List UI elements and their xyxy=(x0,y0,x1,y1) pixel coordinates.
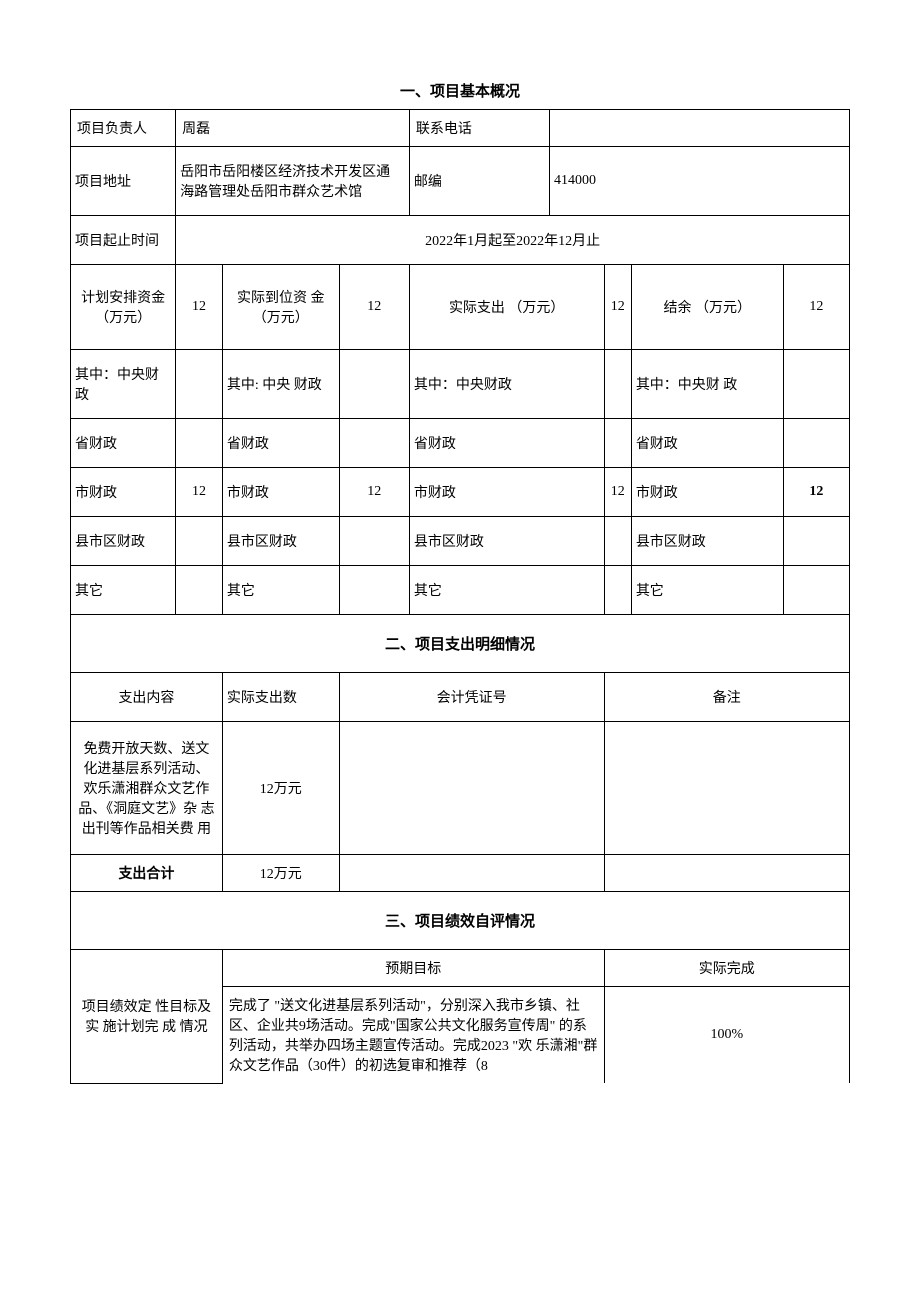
s2-total-amount: 12万元 xyxy=(222,855,339,892)
balance-value: 12 xyxy=(783,265,849,350)
table-row: 支出合计 12万元 xyxy=(71,855,850,892)
county-l4: 县市区财政 xyxy=(631,517,783,566)
s2-total-note xyxy=(604,855,849,892)
county-l1: 县市区财政 xyxy=(71,517,176,566)
section1-title: 一、项目基本概况 xyxy=(70,80,850,101)
table-row: 支出内容 实际支出数 会计凭证号 备注 xyxy=(71,673,850,722)
s3-actual-header: 实际完成 xyxy=(604,950,849,987)
leader-label: 项目负责人 xyxy=(71,110,176,147)
s3-side-label: 项目绩效定 性目标及实 施计划完 成 情况 xyxy=(71,950,223,1084)
table-row: 省财政 省财政 省财政 省财政 xyxy=(71,419,850,468)
city-l1: 市财政 xyxy=(71,468,176,517)
section2-title: 二、项目支出明细情况 xyxy=(71,615,850,673)
leader-value: 周磊 xyxy=(176,110,410,147)
main-table: 项目负责人 周磊 联系电话 项目地址 岳阳市岳阳楼区经济技术开发区通 海路管理处… xyxy=(70,109,850,1084)
county-v4 xyxy=(783,517,849,566)
s2-total-voucher xyxy=(339,855,604,892)
central-l4: 其中：中央财 政 xyxy=(631,350,783,419)
s2-h3: 会计凭证号 xyxy=(339,673,604,722)
prov-v4 xyxy=(783,419,849,468)
arrived-label: 实际到位资 金 （万元） xyxy=(222,265,339,350)
s2-h2: 实际支出数 xyxy=(222,673,339,722)
county-v2 xyxy=(339,517,409,566)
other-l2: 其它 xyxy=(222,566,339,615)
balance-label: 结余 （万元） xyxy=(631,265,783,350)
table-row: 项目地址 岳阳市岳阳楼区经济技术开发区通 海路管理处岳阳市群众艺术馆 邮编 41… xyxy=(71,147,850,216)
other-l1: 其它 xyxy=(71,566,176,615)
s3-actual-value: 100% xyxy=(604,987,849,1084)
prov-l3: 省财政 xyxy=(409,419,604,468)
other-v4 xyxy=(783,566,849,615)
prov-l1: 省财政 xyxy=(71,419,176,468)
s2-h1: 支出内容 xyxy=(71,673,223,722)
prov-v3 xyxy=(604,419,631,468)
duration-value: 2022年1月起至2022年12月止 xyxy=(176,216,850,265)
table-row: 项目起止时间 2022年1月起至2022年12月止 xyxy=(71,216,850,265)
section3-title: 三、项目绩效自评情况 xyxy=(71,892,850,950)
zip-label: 邮编 xyxy=(409,147,549,216)
phone-value xyxy=(550,110,850,147)
section3-title-row: 三、项目绩效自评情况 xyxy=(71,892,850,950)
city-v4: 12 xyxy=(783,468,849,517)
city-l4: 市财政 xyxy=(631,468,783,517)
central-l3: 其中：中央财政 xyxy=(409,350,604,419)
other-l4: 其它 xyxy=(631,566,783,615)
address-label: 项目地址 xyxy=(71,147,176,216)
s2-content: 免费开放天数、送文 化进基层系列活动、 欢乐潇湘群众文艺作 品、《洞庭文艺》杂 … xyxy=(71,722,223,855)
table-row: 免费开放天数、送文 化进基层系列活动、 欢乐潇湘群众文艺作 品、《洞庭文艺》杂 … xyxy=(71,722,850,855)
prov-v1 xyxy=(176,419,223,468)
table-row: 县市区财政 县市区财政 县市区财政 县市区财政 xyxy=(71,517,850,566)
s3-expected-header: 预期目标 xyxy=(222,950,604,987)
city-l2: 市财政 xyxy=(222,468,339,517)
s3-expected-value: 完成了 "送文化进基层系列活动"，分别深入我市乡镇、社区、企业共9场活动。完成"… xyxy=(222,987,604,1084)
table-row: 计划安排资金 （万元） 12 实际到位资 金 （万元） 12 实际支出 （万元）… xyxy=(71,265,850,350)
table-row: 其它 其它 其它 其它 xyxy=(71,566,850,615)
city-v1: 12 xyxy=(176,468,223,517)
spent-label: 实际支出 （万元） xyxy=(409,265,604,350)
s2-h4: 备注 xyxy=(604,673,849,722)
spent-value: 12 xyxy=(604,265,631,350)
arrived-value: 12 xyxy=(339,265,409,350)
central-v3 xyxy=(604,350,631,419)
duration-label: 项目起止时间 xyxy=(71,216,176,265)
plan-label: 计划安排资金 （万元） xyxy=(71,265,176,350)
city-l3: 市财政 xyxy=(409,468,604,517)
prov-l4: 省财政 xyxy=(631,419,783,468)
zip-value: 414000 xyxy=(550,147,850,216)
address-value: 岳阳市岳阳楼区经济技术开发区通 海路管理处岳阳市群众艺术馆 xyxy=(176,147,410,216)
s2-voucher xyxy=(339,722,604,855)
plan-value: 12 xyxy=(176,265,223,350)
other-l3: 其它 xyxy=(409,566,604,615)
table-row: 项目负责人 周磊 联系电话 xyxy=(71,110,850,147)
city-v2: 12 xyxy=(339,468,409,517)
table-row: 项目绩效定 性目标及实 施计划完 成 情况 预期目标 实际完成 xyxy=(71,950,850,987)
s2-note xyxy=(604,722,849,855)
phone-label: 联系电话 xyxy=(409,110,549,147)
prov-v2 xyxy=(339,419,409,468)
prov-l2: 省财政 xyxy=(222,419,339,468)
city-v3: 12 xyxy=(604,468,631,517)
other-v3 xyxy=(604,566,631,615)
county-l3: 县市区财政 xyxy=(409,517,604,566)
county-v3 xyxy=(604,517,631,566)
central-v1 xyxy=(176,350,223,419)
section2-title-row: 二、项目支出明细情况 xyxy=(71,615,850,673)
county-l2: 县市区财政 xyxy=(222,517,339,566)
s2-total-label: 支出合计 xyxy=(71,855,223,892)
table-row: 市财政 12 市财政 12 市财政 12 市财政 12 xyxy=(71,468,850,517)
other-v1 xyxy=(176,566,223,615)
table-row: 其中：中央财政 其中: 中央 财政 其中：中央财政 其中：中央财 政 xyxy=(71,350,850,419)
other-v2 xyxy=(339,566,409,615)
s2-amount: 12万元 xyxy=(222,722,339,855)
central-l1: 其中：中央财政 xyxy=(71,350,176,419)
central-l2: 其中: 中央 财政 xyxy=(222,350,339,419)
county-v1 xyxy=(176,517,223,566)
central-v2 xyxy=(339,350,409,419)
central-v4 xyxy=(783,350,849,419)
